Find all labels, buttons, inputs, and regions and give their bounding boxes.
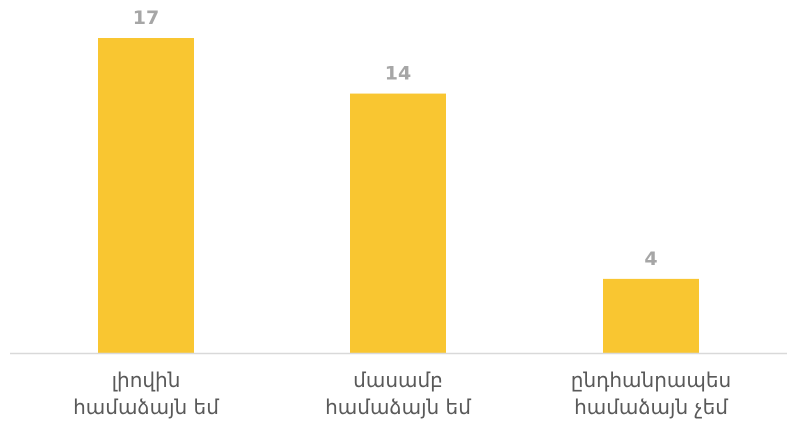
bar-0 xyxy=(98,38,194,353)
bar-2 xyxy=(603,278,699,353)
bars-group xyxy=(98,38,699,354)
category-label-1-line-0: մասամբ xyxy=(353,368,443,392)
value-label-2: 4 xyxy=(644,248,657,270)
category-label-0-line-0: լիովին xyxy=(112,368,181,392)
value-labels-group: 17 14 4 xyxy=(133,7,658,270)
bar-1 xyxy=(350,93,446,354)
category-label-0-line-1: համաձայն եմ xyxy=(73,395,219,419)
value-label-1: 14 xyxy=(385,63,411,85)
category-label-2-line-1: համաձայն չեմ xyxy=(574,395,728,419)
category-label-2-line-0: ընդհանրապես xyxy=(571,368,731,392)
value-label-0: 17 xyxy=(133,7,159,29)
category-labels-group: լիովին համաձայն եմ մասամբ համաձայն եմ ընդհան… xyxy=(73,368,731,419)
category-label-1-line-1: համաձայն եմ xyxy=(325,395,471,419)
